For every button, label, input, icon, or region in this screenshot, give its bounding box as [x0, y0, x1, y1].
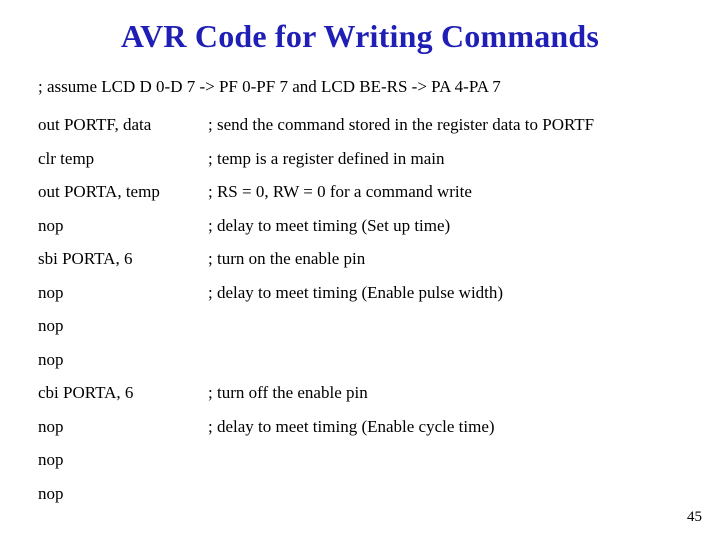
code-line: cbi PORTA, 6 ; turn off the enable pin [38, 383, 682, 403]
instruction: cbi PORTA, 6 [38, 383, 208, 403]
instruction: out PORTA, temp [38, 182, 208, 202]
comment [208, 450, 682, 470]
comment: ; temp is a register defined in main [208, 149, 682, 169]
code-line: clr temp ; temp is a register defined in… [38, 149, 682, 169]
instruction: nop [38, 450, 208, 470]
code-line: nop [38, 350, 682, 370]
code-line: nop ; delay to meet timing (Set up time) [38, 216, 682, 236]
instruction: nop [38, 350, 208, 370]
instruction: nop [38, 484, 208, 504]
comment: ; delay to meet timing (Enable pulse wid… [208, 283, 682, 303]
comment: ; send the command stored in the registe… [208, 115, 682, 135]
code-line: nop ; delay to meet timing (Enable pulse… [38, 283, 682, 303]
code-line: nop [38, 484, 682, 504]
code-line: sbi PORTA, 6 ; turn on the enable pin [38, 249, 682, 269]
instruction: out PORTF, data [38, 115, 208, 135]
code-line: nop [38, 450, 682, 470]
instruction: clr temp [38, 149, 208, 169]
slide-title: AVR Code for Writing Commands [38, 18, 682, 55]
comment: ; RS = 0, RW = 0 for a command write [208, 182, 682, 202]
comment [208, 316, 682, 336]
instruction: nop [38, 417, 208, 437]
code-line: nop ; delay to meet timing (Enable cycle… [38, 417, 682, 437]
code-line: nop [38, 316, 682, 336]
code-line: out PORTF, data ; send the command store… [38, 115, 682, 135]
comment [208, 484, 682, 504]
comment: ; turn off the enable pin [208, 383, 682, 403]
instruction: nop [38, 216, 208, 236]
assumption-line: ; assume LCD D 0-D 7 -> PF 0-PF 7 and LC… [38, 77, 682, 97]
code-line: out PORTA, temp ; RS = 0, RW = 0 for a c… [38, 182, 682, 202]
comment [208, 350, 682, 370]
instruction: sbi PORTA, 6 [38, 249, 208, 269]
instruction: nop [38, 316, 208, 336]
comment: ; delay to meet timing (Set up time) [208, 216, 682, 236]
page-number: 45 [687, 509, 702, 526]
comment: ; delay to meet timing (Enable cycle tim… [208, 417, 682, 437]
instruction: nop [38, 283, 208, 303]
slide-container: AVR Code for Writing Commands ; assume L… [0, 0, 720, 540]
comment: ; turn on the enable pin [208, 249, 682, 269]
